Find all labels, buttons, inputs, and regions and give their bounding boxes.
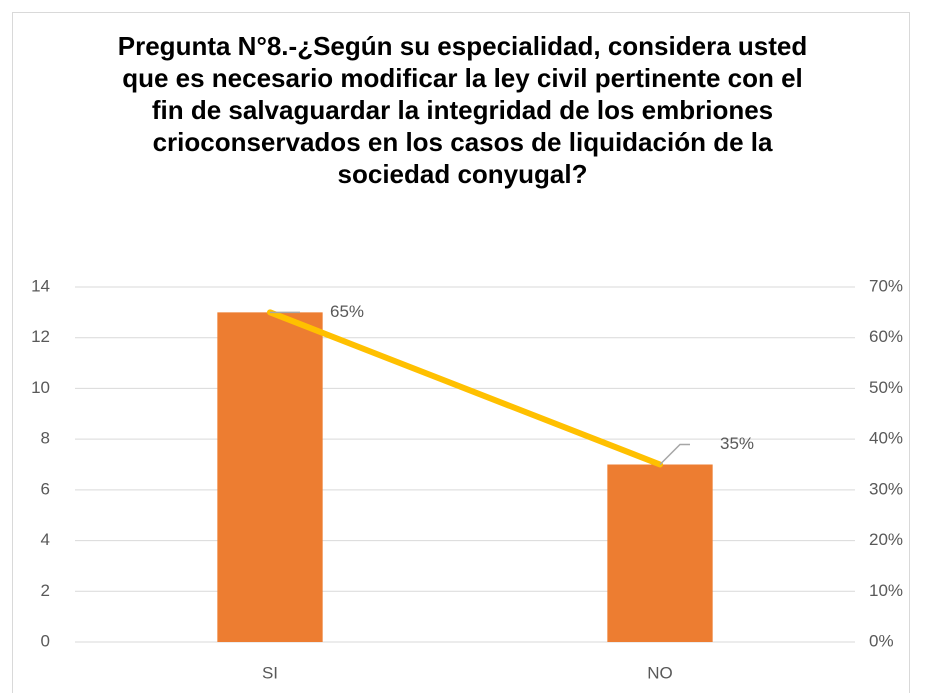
y-tick-label: 12 [31,327,50,346]
y2-tick-label: 70% [869,276,903,295]
line [267,309,663,468]
y-tick-label: 0 [41,631,50,650]
y-tick-label: 4 [41,530,50,549]
x-tick-label: SI [262,663,278,682]
y-tick-label: 14 [31,276,50,295]
bar [217,312,323,642]
x-tick-label: NO [647,663,673,682]
y-tick-label: 6 [41,479,50,498]
y2-tick-label: 60% [869,327,903,346]
data-label: 35% [720,434,754,453]
data-label: 65% [330,302,364,321]
bar [607,464,713,642]
y-tick-label: 8 [41,429,50,448]
y2-tick-label: 20% [869,530,903,549]
y2-tick-label: 30% [869,479,903,498]
y-tick-label: 2 [41,581,50,600]
chart-title: Pregunta N°8.-¿Según su especialidad, co… [117,31,808,189]
y-tick-label: 10 [31,378,50,397]
y2-tick-label: 40% [869,429,903,448]
chart-border [12,12,910,693]
y2-tick-label: 50% [869,378,903,397]
y2-tick-label: 0% [869,631,894,650]
y2-tick-label: 10% [869,581,903,600]
leader-line [659,443,690,466]
